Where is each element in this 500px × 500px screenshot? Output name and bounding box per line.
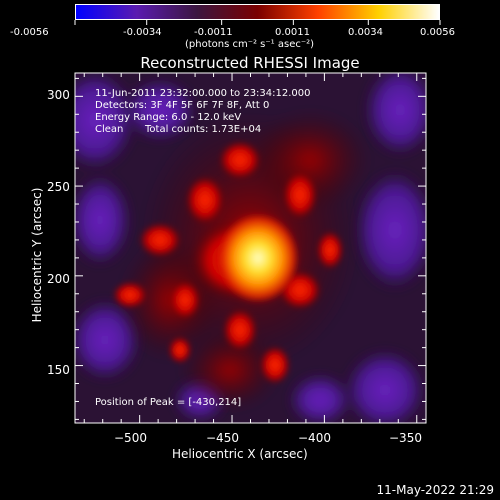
colorbar [75, 4, 440, 20]
annotation-clean: Clean [95, 124, 124, 135]
chart-title: Reconstructed RHESSI Image [140, 54, 360, 72]
heatmap-image [75, 73, 426, 423]
colorbar-tick-label: 0.0034 [348, 27, 383, 38]
colorbar-unit-label: (photons cm⁻² s⁻¹ asec⁻²) [185, 39, 315, 50]
annotation-counts: Total counts: 1.73E+04 [145, 124, 262, 135]
colorbar-ticks [74, 20, 441, 25]
footer-date: 11-May-2022 21:29 [376, 483, 494, 497]
x-axis-label: Heliocentric X (arcsec) [172, 447, 308, 461]
annotation-detectors: Detectors: 3F 4F 5F 6F 7F 8F, Att 0 [95, 100, 270, 111]
annotation-energy: Energy Range: 6.0 - 12.0 keV [95, 112, 242, 123]
annotation-peak: Position of Peak = [-430,214] [95, 397, 242, 408]
y-axis-ticks [75, 77, 426, 420]
colorbar-tick-label: 0.0011 [275, 27, 310, 38]
colorbar-tick-label: -0.0034 [123, 27, 162, 38]
colorbar-tick-label: -0.0056 [10, 27, 49, 38]
colorbar-tick-labels: -0.0056 -0.0034 -0.0011 0.0011 0.0034 0.… [0, 28, 500, 40]
colorbar-tick-label: -0.0011 [194, 27, 233, 38]
colorbar-tick-label: 0.0056 [420, 27, 455, 38]
annotation-time-range: 11-Jun-2011 23:32:00.000 to 23:34:12.000 [95, 88, 311, 99]
y-axis-label: Heliocentric Y (arcsec) [30, 187, 44, 323]
x-axis-ticks [83, 73, 418, 423]
